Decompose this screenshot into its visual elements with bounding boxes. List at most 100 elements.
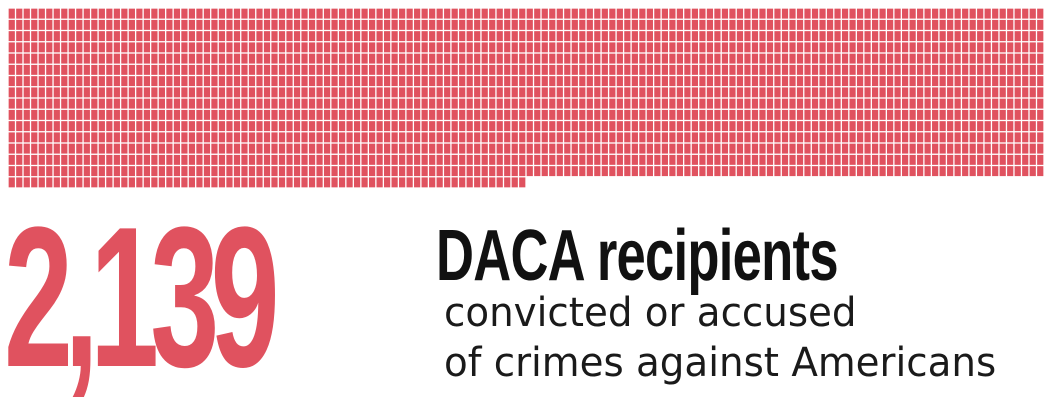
grid-unit <box>459 177 466 188</box>
grid-unit <box>278 53 286 64</box>
grid-unit <box>751 31 759 42</box>
grid-unit <box>939 132 946 143</box>
grid-unit <box>594 19 601 30</box>
grid-unit <box>68 132 75 143</box>
grid-unit <box>669 42 676 53</box>
grid-unit <box>128 109 135 120</box>
grid-unit <box>811 121 819 132</box>
grid-unit <box>977 121 984 132</box>
grid-unit <box>23 76 30 87</box>
grid-unit <box>466 42 473 53</box>
grid-unit <box>121 143 128 154</box>
grid-unit <box>1029 76 1036 87</box>
grid-unit <box>301 177 308 188</box>
grid-unit <box>811 87 819 98</box>
grid-unit <box>136 166 143 177</box>
grid-unit <box>451 76 458 87</box>
grid-unit <box>436 19 443 30</box>
grid-unit <box>451 154 458 165</box>
grid-unit <box>31 8 38 19</box>
grid-unit <box>654 109 661 120</box>
grid-unit <box>173 121 181 132</box>
grid-unit <box>121 53 128 64</box>
grid-unit <box>571 121 578 132</box>
grid-unit <box>286 19 293 30</box>
grid-unit <box>511 154 518 165</box>
grid-unit <box>729 87 736 98</box>
grid-unit <box>76 143 83 154</box>
grid-unit <box>316 42 323 53</box>
grid-unit <box>46 143 53 154</box>
grid-unit <box>699 42 706 53</box>
grid-unit <box>181 19 188 30</box>
grid-unit <box>579 19 586 30</box>
grid-unit <box>158 19 165 30</box>
grid-unit <box>8 109 15 120</box>
grid-unit <box>496 132 503 143</box>
grid-unit <box>323 166 331 177</box>
grid-unit <box>744 154 751 165</box>
grid-unit <box>293 64 301 75</box>
grid-unit <box>248 121 256 132</box>
grid-unit <box>654 132 661 143</box>
grid-unit <box>353 154 361 165</box>
grid-unit <box>992 31 999 42</box>
grid-unit <box>759 132 766 143</box>
grid-unit <box>263 177 271 188</box>
grid-unit <box>864 132 871 143</box>
grid-unit <box>459 143 466 154</box>
grid-unit <box>526 19 533 30</box>
grid-unit <box>474 132 481 143</box>
grid-unit <box>586 64 593 75</box>
grid-unit <box>278 87 286 98</box>
grid-unit <box>714 98 721 109</box>
grid-unit <box>519 87 526 98</box>
grid-unit <box>796 132 804 143</box>
grid-unit <box>902 109 909 120</box>
grid-unit <box>353 31 361 42</box>
grid-unit <box>361 154 368 165</box>
grid-unit <box>902 121 909 132</box>
grid-unit <box>819 109 826 120</box>
grid-unit <box>849 87 856 98</box>
grid-unit <box>211 166 218 177</box>
grid-unit <box>721 31 729 42</box>
grid-unit <box>474 121 481 132</box>
grid-unit <box>519 166 526 177</box>
grid-unit <box>346 143 353 154</box>
grid-unit <box>316 154 323 165</box>
grid-unit <box>789 98 796 109</box>
grid-unit <box>369 31 376 42</box>
grid-unit <box>16 143 23 154</box>
grid-unit <box>151 76 158 87</box>
grid-unit <box>346 98 353 109</box>
grid-unit <box>631 19 638 30</box>
grid-unit <box>38 42 45 53</box>
grid-unit <box>646 132 653 143</box>
grid-unit <box>346 53 353 64</box>
grid-unit <box>917 98 924 109</box>
grid-unit <box>151 166 158 177</box>
grid-unit <box>639 53 646 64</box>
grid-unit <box>248 166 256 177</box>
grid-unit <box>406 177 413 188</box>
grid-unit <box>879 87 886 98</box>
grid-unit <box>631 87 638 98</box>
grid-unit <box>856 154 864 165</box>
grid-unit <box>796 31 804 42</box>
grid-unit <box>128 132 135 143</box>
grid-unit <box>166 121 173 132</box>
grid-unit <box>173 64 181 75</box>
grid-unit <box>841 31 849 42</box>
grid-unit <box>308 76 316 87</box>
grid-unit <box>196 132 203 143</box>
grid-unit <box>894 19 901 30</box>
grid-unit <box>511 98 518 109</box>
grid-unit <box>128 76 135 87</box>
grid-unit <box>714 132 721 143</box>
grid-unit <box>504 64 511 75</box>
grid-unit <box>369 8 376 19</box>
grid-unit <box>992 143 999 154</box>
grid-unit <box>196 121 203 132</box>
grid-unit <box>8 87 15 98</box>
